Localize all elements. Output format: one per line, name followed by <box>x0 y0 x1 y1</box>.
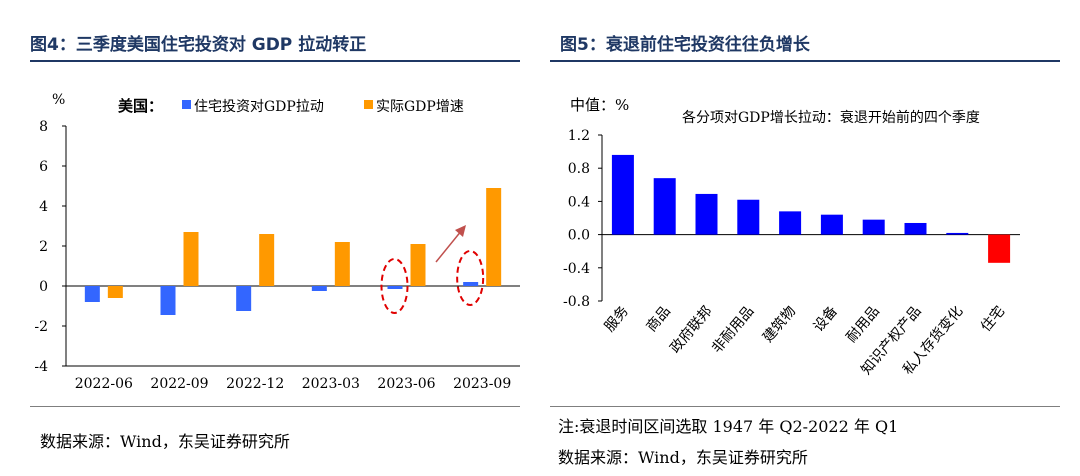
bar-residential <box>160 286 176 315</box>
bar-gdp <box>486 188 502 286</box>
bar-residential <box>387 286 403 289</box>
legend-prefix: 美国： <box>118 97 163 115</box>
x-tick-label: 设备 <box>810 303 841 335</box>
y-tick-label: 4 <box>39 199 48 215</box>
bar-component <box>779 211 802 235</box>
legend-swatch-gdp <box>364 100 373 109</box>
y-tick-label: 1.2 <box>568 128 590 144</box>
title-rule-left <box>30 60 520 62</box>
x-tick-label: 商品 <box>644 303 674 335</box>
y-tick-label: 0.4 <box>568 194 590 210</box>
bar-gdp <box>410 244 426 286</box>
bar-residential <box>84 286 100 302</box>
left-panel: 图4：三季度美国住宅投资对 GDP 拉动转正 8 6 4 2 0 -2 -4% 美国： 住宅投资… <box>0 0 530 476</box>
y-tick-label: 2 <box>39 239 48 255</box>
x-tick-label: 2022-09 <box>150 376 208 392</box>
bottom-rule-left <box>30 406 520 407</box>
y-tick-label: 6 <box>39 159 48 175</box>
legend-swatch-residential <box>182 100 191 109</box>
x-tick-label: 2023-09 <box>453 376 511 392</box>
bar-component <box>946 232 969 235</box>
bar-component <box>988 234 1011 263</box>
y-axis-title: 中值：% <box>570 96 629 114</box>
x-tick-label: 2023-03 <box>302 376 360 392</box>
y-tick-label: 0 <box>39 279 48 295</box>
y-tick-label: -0.8 <box>563 294 590 310</box>
bar-gdp <box>334 242 350 286</box>
right-panel: 图5：衰退前住宅投资往往负增长 1.2 0.8 0.4 0.0 -0.4 -0.8 中值：%… <box>540 0 1080 476</box>
x-tick-label: 非耐用品 <box>709 303 757 356</box>
bottom-rule-right <box>550 406 1060 407</box>
highlight-ellipse <box>456 250 485 306</box>
x-tick-label: 服务 <box>602 303 632 335</box>
x-tick-label: 2022-12 <box>226 376 284 392</box>
bar-component <box>695 193 718 235</box>
highlight-ellipse <box>380 258 409 314</box>
note-right: 注:衰退时间区间选取 1947 年 Q2-2022 年 Q1 <box>558 417 899 436</box>
legend-label-gdp: 实际GDP增速 <box>376 99 464 115</box>
source-left: 数据来源：Wind，东吴证券研究所 <box>40 432 290 451</box>
trend-arrow <box>435 229 463 263</box>
y-tick-label: 0.0 <box>568 228 590 244</box>
y-tick-label: -0.4 <box>563 261 590 277</box>
gdp-residential-chart: 8 6 4 2 0 -2 -4% 美国： 住宅投资对GDP拉动 实际GDP增速 2022-06 202… <box>34 92 520 392</box>
bar-gdp <box>107 286 123 298</box>
trend-arrow-head <box>455 225 466 237</box>
bar-component <box>904 222 927 235</box>
y-tick-label: -4 <box>34 359 48 375</box>
legend-label-residential: 住宅投资对GDP拉动 <box>194 99 324 115</box>
source-right: 数据来源：Wind，东吴证券研究所 <box>558 448 808 467</box>
bar-residential <box>236 286 252 311</box>
x-tick-label: 政府联邦 <box>667 303 715 356</box>
bar-component <box>862 219 885 235</box>
title-rule-right <box>550 60 1060 62</box>
x-tick-label: 建筑物 <box>760 303 799 345</box>
y-tick-label: 8 <box>39 119 48 135</box>
x-tick-label: 耐用品 <box>844 303 883 345</box>
y-tick-label: 0.8 <box>568 161 590 177</box>
y-tick-label: -2 <box>34 319 48 335</box>
figure-title-left: 图4：三季度美国住宅投资对 GDP 拉动转正 <box>30 35 367 55</box>
bar-residential <box>463 282 479 286</box>
components-contribution-chart: 1.2 0.8 0.4 0.0 -0.4 -0.8 中值：% 各分项对GDP增长拉动：衰退开始… <box>563 96 1020 378</box>
bar-component <box>820 214 843 235</box>
bar-gdp <box>183 232 199 286</box>
y-unit-label: % <box>52 92 65 108</box>
bar-gdp <box>259 234 275 286</box>
bar-component <box>737 199 760 235</box>
bar-residential <box>311 286 327 291</box>
x-tick-label: 2023-06 <box>377 376 435 392</box>
bar-component <box>653 178 676 235</box>
figure-title-right: 图5：衰退前住宅投资往往负增长 <box>560 35 810 55</box>
x-tick-label: 2022-06 <box>75 376 133 392</box>
chart-subtitle: 各分项对GDP增长拉动：衰退开始前的四个季度 <box>682 109 980 126</box>
bar-component <box>611 154 634 235</box>
x-tick-label: 住宅 <box>978 303 1008 335</box>
